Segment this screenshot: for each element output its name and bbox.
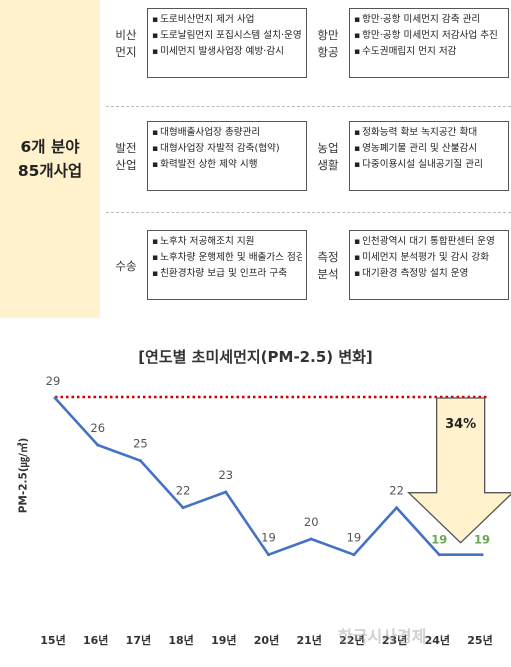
data-label: 19 (347, 531, 362, 545)
row-divider (106, 212, 511, 213)
data-point (224, 490, 228, 494)
list-item: 대형사업장 자발적 감축(협약) (152, 141, 302, 157)
data-label: 26 (90, 421, 105, 435)
list-item: 인천광역시 대기 통합판센터 운영 (354, 234, 504, 250)
list-item: 노후차량 운행제한 및 배출가스 점검 (152, 250, 302, 266)
category-port: 항만 항공 (317, 28, 339, 59)
policy-table: 6개 분야 85개사업 비산 먼지 도로비산먼지 제거 사업 도로날림먼지 포집… (0, 0, 511, 318)
data-label: 25 (133, 437, 148, 451)
data-label: 22 (389, 484, 404, 498)
data-label: 19 (431, 533, 447, 547)
x-tick-label: 20년 (254, 633, 279, 647)
list-item: 항만·공항 미세먼지 저감사업 추진 (354, 28, 504, 44)
list-item: 대형배출사업장 총량관리 (152, 125, 302, 141)
measures-box-agriculture: 정화능력 확보 녹지공간 확대 영농폐기물 관리 및 산불감시 다중이용시설 실… (349, 121, 509, 191)
column-separator (100, 0, 106, 318)
x-tick-label: 15년 (40, 633, 65, 647)
x-tick-label: 21년 (296, 633, 321, 647)
data-point (437, 553, 441, 557)
data-label: 19 (261, 531, 276, 545)
category-measurement: 측정 분석 (317, 250, 339, 281)
row-divider (106, 106, 511, 107)
reduction-arrow (407, 397, 511, 544)
x-tick-label: 25년 (467, 633, 492, 647)
data-point (138, 459, 142, 463)
category-transport: 수송 (115, 258, 137, 273)
chart-canvas: 34% 29 26 25 22 23 19 20 19 22 19 19 15년 16년 17년 18년 19년… (40, 374, 511, 647)
list-item: 미세먼지 발생사업장 예방·감시 (152, 44, 302, 60)
measures-box-dust: 도로비산먼지 제거 사업 도로날림먼지 포집시스템 설치·운영 미세먼지 발생사… (147, 8, 307, 78)
data-point (309, 537, 313, 541)
watermark: 한국시사경제 (338, 627, 427, 646)
data-label: 29 (46, 374, 61, 388)
reduction-label: 34% (445, 417, 476, 432)
x-tick-label: 18년 (168, 633, 193, 647)
data-point (53, 396, 57, 400)
summary-label-line-2: 85개사업 (17, 162, 83, 180)
list-item: 다중이용시설 실내공기질 관리 (354, 157, 504, 173)
data-point (181, 506, 185, 510)
list-item: 수도권매립지 먼지 저감 (354, 44, 504, 60)
list-item: 미세먼지 분석평가 및 감시 강화 (354, 250, 504, 266)
list-item: 도로비산먼지 제거 사업 (152, 12, 302, 28)
measures-box-port: 항만·공항 미세먼지 감축 관리 항만·공항 미세먼지 저감사업 추진 수도권매… (349, 8, 509, 78)
list-item: 항만·공항 미세먼지 감축 관리 (354, 12, 504, 28)
data-label: 23 (218, 468, 233, 482)
list-item: 도로날림먼지 포집시스템 설치·운영 (152, 28, 302, 44)
y-axis-label: PM-2.5(㎍/㎥) (17, 437, 30, 514)
x-tick-label: 24년 (425, 633, 450, 647)
list-item: 대기환경 측정망 설치 운영 (354, 266, 504, 282)
list-item: 친환경차량 보급 및 인프라 구축 (152, 266, 302, 282)
category-agriculture: 농업 생활 (317, 141, 339, 172)
data-label: 22 (176, 484, 191, 498)
x-tick-label: 23년 (382, 633, 407, 647)
measures-box-transport: 노후차 저공해조치 지원 노후차량 운행제한 및 배출가스 점검 친환경차량 보… (147, 230, 307, 300)
list-item: 정화능력 확보 녹지공간 확대 (354, 125, 504, 141)
list-item: 노후차 저공해조치 지원 (152, 234, 302, 250)
x-tick-label: 22년 (339, 633, 364, 647)
data-point (395, 506, 399, 510)
summary-label-line-1: 6개 분야 (20, 138, 80, 156)
measures-box-industry: 대형배출사업장 총량관리 대형사업장 자발적 감축(협약) 화력발전 상한 제약… (147, 121, 307, 191)
data-point (352, 553, 356, 557)
category-dust: 비산 먼지 (115, 28, 137, 59)
x-tick-label: 16년 (83, 633, 108, 647)
x-tick-label: 19년 (211, 633, 236, 647)
pm25-chart: 34% 29 26 25 22 23 19 20 19 22 19 19 15년 16년 17년 18년 19년… (0, 318, 511, 667)
data-label: 19 (474, 533, 490, 547)
data-point (96, 443, 100, 447)
category-industry: 발전 산업 (115, 141, 137, 172)
measures-box-measurement: 인천광역시 대기 통합판센터 운영 미세먼지 분석평가 및 감시 강화 대기환경… (349, 230, 509, 300)
summary-label: 6개 분야 85개사업 (0, 0, 101, 318)
list-item: 영농폐기물 관리 및 산불감시 (354, 141, 504, 157)
x-tick-label: 17년 (126, 633, 151, 647)
list-item: 화력발전 상한 제약 시행 (152, 157, 302, 173)
chart-title: [연도별 초미세먼지(PM-2.5) 변화] (138, 348, 373, 366)
data-point (267, 553, 270, 557)
data-point (480, 553, 484, 557)
data-label: 20 (304, 515, 319, 529)
